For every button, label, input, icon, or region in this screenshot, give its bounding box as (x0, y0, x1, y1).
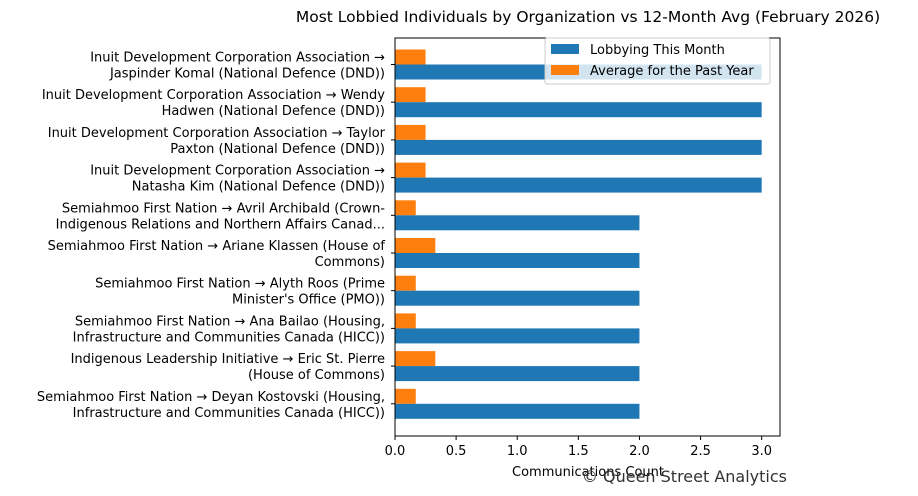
category-label-8: Indigenous Leadership Initiative → Eric … (71, 352, 385, 383)
legend-swatch-past-year (551, 65, 579, 75)
watermark-text: © Queen Street Analytics (582, 467, 787, 486)
bar-this-month-9 (395, 403, 640, 419)
x-tick-label-0: 0.0 (385, 444, 406, 459)
bar-this-month-3 (395, 177, 762, 193)
category-label-2: Inuit Development Corporation Associatio… (48, 126, 386, 157)
bar-this-month-4 (395, 215, 640, 231)
category-label-line: Semiahmoo First Nation → Ana Bailao (Hou… (75, 314, 385, 329)
category-label-line: Semiahmoo First Nation → Deyan Kostovski… (37, 390, 385, 405)
category-label-line: Inuit Development Corporation Associatio… (90, 51, 385, 66)
x-axis-ticks: 0.0 0.5 1.0 1.5 2.0 2.5 3.0 (385, 64, 772, 459)
category-label-3: Inuit Development Corporation Associatio… (90, 164, 385, 195)
x-tick-label-6: 3.0 (751, 444, 772, 459)
legend: Lobbying This Month Average for the Past… (544, 37, 771, 85)
category-label-0: Inuit Development Corporation Associatio… (90, 51, 385, 82)
category-label-line: Paxton (National Defence (DND)) (170, 142, 385, 157)
x-tick-label-4: 2.0 (629, 444, 650, 459)
category-label-line: Inuit Development Corporation Associatio… (42, 88, 385, 103)
bar-this-month-1 (395, 102, 762, 118)
category-label-5: Semiahmoo First Nation → Ariane Klassen … (48, 239, 386, 270)
category-label-line: Indigenous Relations and Northern Affair… (56, 217, 385, 232)
x-tick-label-5: 2.5 (690, 444, 711, 459)
bar-this-month-8 (395, 366, 640, 382)
bar-past-year-9 (395, 388, 416, 404)
x-tick-label-2: 1.0 (507, 444, 528, 459)
category-label-4: Semiahmoo First Nation → Avril Archibald… (56, 201, 386, 232)
x-axis-label: Communications Count (512, 465, 664, 480)
bar-this-month-6 (395, 290, 640, 306)
category-label-1: Inuit Development Corporation Associatio… (42, 88, 385, 119)
bar-past-year-2 (395, 124, 426, 140)
x-tick-label-1: 0.5 (446, 444, 467, 459)
category-label-line: Semiahmoo First Nation → Avril Archibald… (62, 201, 385, 216)
category-label-line: Hadwen (National Defence (DND)) (162, 104, 385, 119)
category-label-line: Semiahmoo First Nation → Alyth Roos (Pri… (95, 277, 385, 292)
category-label-line: Jaspinder Komal (National Defence (DND)) (109, 67, 385, 82)
category-label-9: Semiahmoo First Nation → Deyan Kostovski… (37, 390, 385, 421)
bar-past-year-5 (395, 238, 436, 253)
chart-title: Most Lobbied Individuals by Organization… (296, 8, 880, 26)
x-tick-label-3: 1.5 (568, 444, 589, 459)
category-label-6: Semiahmoo First Nation → Alyth Roos (Pri… (95, 277, 385, 308)
bar-past-year-3 (395, 162, 426, 178)
bar-past-year-0 (395, 49, 426, 65)
legend-label-this-month: Lobbying This Month (590, 43, 725, 58)
category-label-line: Minister's Office (PMO)) (232, 293, 385, 308)
legend-label-past-year: Average for the Past Year (590, 64, 754, 79)
bar-past-year-4 (395, 200, 416, 216)
bar-this-month-2 (395, 139, 762, 155)
legend-swatch-this-month (551, 44, 579, 54)
legend-frame (544, 37, 771, 85)
category-label-line: Natasha Kim (National Defence (DND)) (132, 180, 385, 195)
category-label-line: Inuit Development Corporation Associatio… (48, 126, 386, 141)
bars-layer (395, 49, 762, 419)
category-label-line: Infrastructure and Communities Canada (H… (73, 406, 385, 421)
category-label-7: Semiahmoo First Nation → Ana Bailao (Hou… (73, 314, 385, 345)
category-label-line: Commons) (315, 255, 385, 270)
bar-past-year-6 (395, 275, 416, 291)
bar-this-month-7 (395, 328, 640, 344)
bar-past-year-1 (395, 87, 426, 103)
category-label-line: Infrastructure and Communities Canada (H… (73, 330, 385, 345)
bar-this-month-5 (395, 253, 640, 268)
bar-past-year-8 (395, 351, 436, 367)
category-label-line: Inuit Development Corporation Associatio… (90, 164, 385, 179)
category-label-line: Semiahmoo First Nation → Ariane Klassen … (48, 239, 386, 254)
category-label-line: (House of Commons) (248, 368, 385, 383)
category-label-line: Indigenous Leadership Initiative → Eric … (71, 352, 385, 367)
bar-past-year-7 (395, 313, 416, 329)
category-labels: Inuit Development Corporation Associatio… (37, 51, 386, 421)
